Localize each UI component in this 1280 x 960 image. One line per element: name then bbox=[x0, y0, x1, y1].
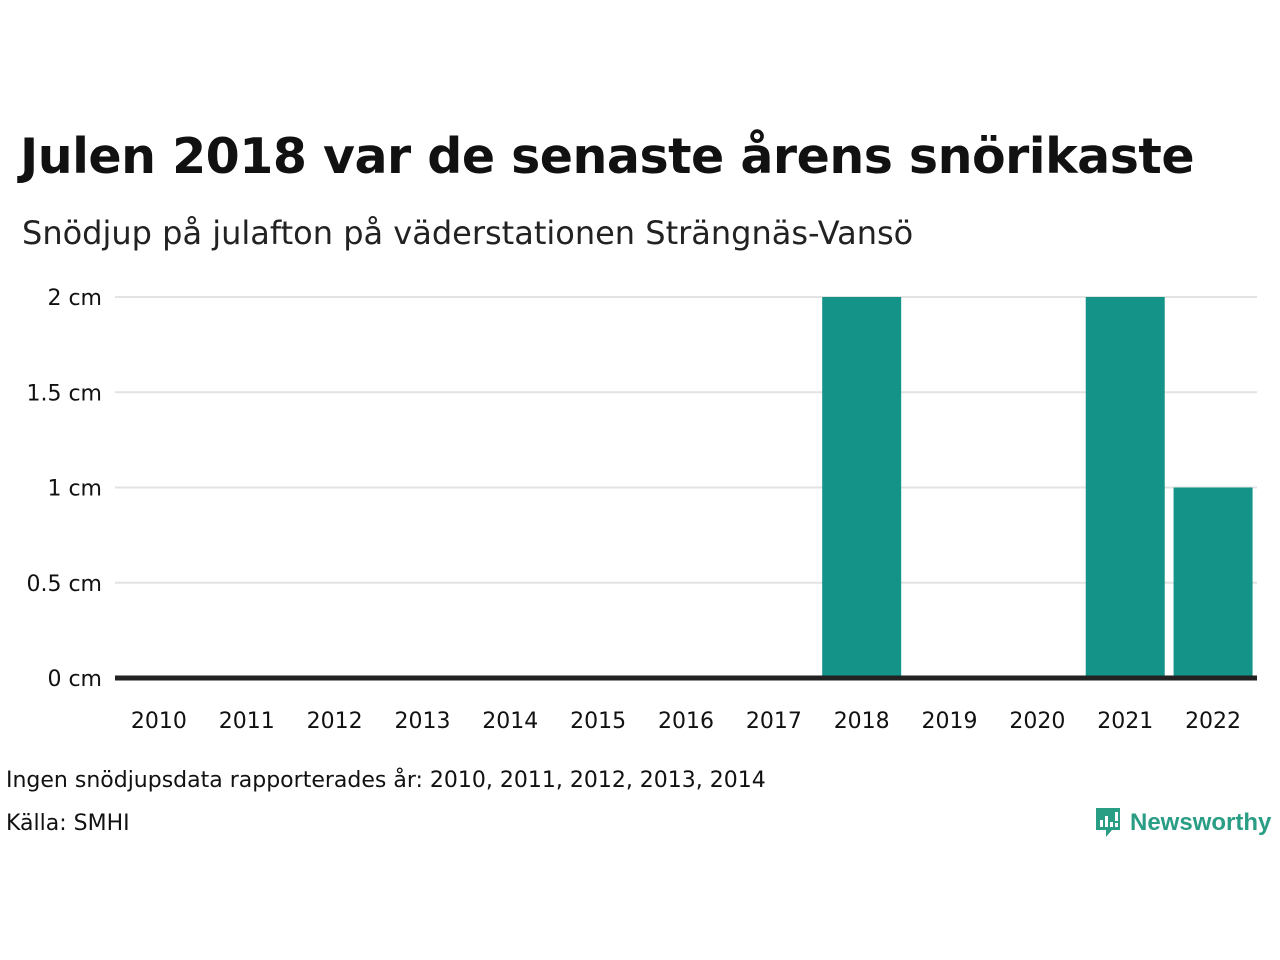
x-tick-label: 2019 bbox=[922, 709, 978, 734]
newsworthy-chart-bubble-icon bbox=[1096, 808, 1120, 837]
y-tick-label: 0.5 cm bbox=[26, 572, 102, 597]
x-tick-label: 2013 bbox=[394, 709, 450, 734]
logo-text: Newsworthy bbox=[1130, 809, 1272, 836]
y-tick-label: 1.5 cm bbox=[26, 381, 102, 406]
bar bbox=[822, 297, 902, 678]
x-tick-label: 2021 bbox=[1097, 709, 1153, 734]
x-tick-label: 2015 bbox=[570, 709, 626, 734]
missing-data-note: Ingen snödjupsdata rapporterades år: 201… bbox=[6, 768, 766, 793]
y-tick-label: 1 cm bbox=[47, 477, 102, 502]
bar bbox=[1085, 297, 1165, 678]
x-tick-label: 2018 bbox=[834, 709, 890, 734]
y-tick-label: 0 cm bbox=[47, 667, 102, 692]
source-note: Källa: SMHI bbox=[6, 811, 130, 836]
x-tick-label: 2012 bbox=[307, 709, 363, 734]
bar bbox=[1173, 487, 1253, 678]
x-tick-label: 2016 bbox=[658, 709, 714, 734]
chart-title: Julen 2018 var de senaste årens snörikas… bbox=[20, 128, 1195, 185]
x-tick-label: 2014 bbox=[482, 709, 538, 734]
x-tick-label: 2022 bbox=[1185, 709, 1241, 734]
x-tick-label: 2011 bbox=[219, 709, 275, 734]
x-tick-label: 2020 bbox=[1009, 709, 1065, 734]
y-tick-label: 2 cm bbox=[47, 286, 102, 311]
newsworthy-logo: Newsworthy bbox=[1094, 806, 1271, 840]
chart-subtitle: Snödjup på julafton på väderstationen St… bbox=[22, 214, 914, 252]
x-tick-label: 2017 bbox=[746, 709, 802, 734]
x-tick-label: 2010 bbox=[131, 709, 187, 734]
bar-chart: 0 cm 0.5 cm 1 cm 1.5 cm 2 cm 2010 2011 2012 2013… bbox=[26, 286, 1257, 734]
